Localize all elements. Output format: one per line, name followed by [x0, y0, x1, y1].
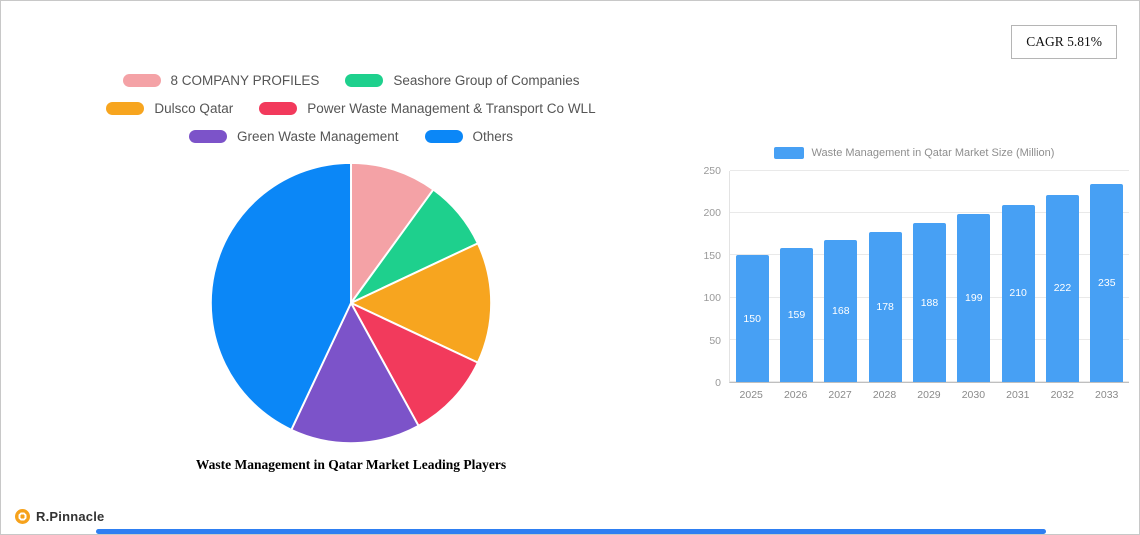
- bar-cell: 188: [907, 171, 951, 382]
- legend-item-company-profiles[interactable]: 8 COMPANY PROFILES: [122, 73, 320, 88]
- pie-legend-row: 8 COMPANY PROFILES Seashore Group of Com…: [122, 73, 579, 88]
- bar-2026[interactable]: 159: [779, 247, 813, 382]
- bar-2033[interactable]: 235: [1090, 183, 1124, 382]
- pie-chart-title: Waste Management in Qatar Market Leading…: [195, 457, 507, 472]
- pie-slice-2[interactable]: [350, 242, 493, 364]
- bar-cell: 210: [996, 171, 1040, 382]
- legend-item-seashore-group[interactable]: Seashore Group of Companies: [345, 73, 579, 88]
- legend-item-green-waste[interactable]: Green Waste Management: [188, 129, 399, 144]
- bar-2029[interactable]: 188: [912, 223, 946, 382]
- bar-cell: 159: [774, 171, 818, 382]
- bar-value-label: 159: [787, 308, 806, 321]
- bar-value-label: 210: [1009, 287, 1027, 300]
- x-tick-label: 2025: [739, 389, 763, 401]
- bar-chart-section: Waste Management in Qatar Market Size (M…: [699, 147, 1129, 401]
- legend-swatch-icon: [259, 102, 298, 115]
- x-tick-label: 2030: [961, 389, 986, 401]
- legend-swatch-icon: [106, 102, 145, 115]
- cagr-badge: CAGR 5.81%: [1011, 25, 1117, 59]
- legend-swatch-icon: [345, 74, 384, 87]
- brand-logo: R.Pinnacle: [15, 509, 104, 524]
- gridline: [730, 212, 1129, 214]
- bar-value-label: 222: [1053, 282, 1072, 295]
- legend-item-others[interactable]: Others: [424, 129, 514, 144]
- bar-cell: 168: [819, 171, 863, 382]
- bar-legend-item[interactable]: Waste Management in Qatar Market Size (M…: [699, 147, 1129, 159]
- bar-plot-wrap: 0 50 100 150 200 250 150 159 168 178 188 199 210 222…: [699, 165, 1129, 389]
- y-tick-label: 0: [715, 377, 721, 389]
- bar-2027[interactable]: 168: [824, 240, 858, 382]
- bar-2028[interactable]: 178: [868, 231, 902, 382]
- gridline: [730, 170, 1129, 171]
- legend-swatch-icon: [188, 130, 227, 143]
- bar-value-label: 178: [876, 300, 894, 313]
- x-tick-label: 2032: [1050, 389, 1074, 401]
- pie-legend-row: Green Waste Management Others: [188, 129, 514, 144]
- legend-label: Others: [472, 129, 514, 144]
- legend-swatch-icon: [122, 74, 161, 87]
- legend-label: 8 COMPANY PROFILES: [170, 73, 320, 88]
- bar-value-label: 168: [832, 305, 850, 318]
- pie-legend: 8 COMPANY PROFILES Seashore Group of Com…: [106, 73, 596, 144]
- bar-2032[interactable]: 222: [1045, 194, 1079, 382]
- x-tick-label: 2028: [872, 389, 897, 401]
- pie-slice-0[interactable]: [350, 161, 435, 304]
- bar-plot-area: 150 159 168 178 188 199 210 222 235: [729, 170, 1129, 383]
- cagr-label: CAGR 5.81%: [1026, 34, 1102, 49]
- pie-chart-section: 8 COMPANY PROFILES Seashore Group of Com…: [56, 73, 646, 473]
- bar-value-label: 188: [920, 296, 939, 309]
- legend-item-dulsco-qatar[interactable]: Dulsco Qatar: [106, 101, 233, 116]
- pie-chart[interactable]: [205, 157, 497, 449]
- pie-slice-3[interactable]: [350, 302, 479, 427]
- x-tick-label: 2033: [1095, 389, 1119, 401]
- pie-slice-4[interactable]: [290, 302, 420, 445]
- bar-cell: 150: [730, 171, 774, 382]
- x-tick-label: 2026: [783, 389, 808, 401]
- legend-label: Waste Management in Qatar Market Size (M…: [811, 147, 1055, 159]
- bar-cell: 222: [1040, 171, 1084, 382]
- bar-series: 150 159 168 178 188 199 210 222 235: [730, 171, 1129, 382]
- y-tick-label: 100: [703, 292, 721, 305]
- x-tick-label: 2027: [828, 389, 852, 401]
- legend-label: Dulsco Qatar: [154, 101, 234, 116]
- bar-value-label: 150: [743, 312, 761, 325]
- x-axis: 2025 2026 2027 2028 2029 2030 2031 2032 2033: [729, 389, 1129, 401]
- legend-swatch-icon: [773, 147, 804, 159]
- pie-slice-5[interactable]: [209, 161, 352, 431]
- brand-name: R.Pinnacle: [36, 509, 105, 524]
- legend-item-power-waste[interactable]: Power Waste Management & Transport Co WL…: [259, 101, 596, 116]
- scrollbar-thumb[interactable]: [96, 529, 1046, 534]
- pie-legend-row: Dulsco Qatar Power Waste Management & Tr…: [106, 101, 596, 116]
- x-tick-label: 2031: [1006, 389, 1030, 401]
- pinnacle-logo-icon: [15, 509, 30, 524]
- y-tick-label: 50: [709, 334, 721, 347]
- bar-2030[interactable]: 199: [957, 214, 991, 382]
- bar-cell: 178: [863, 171, 907, 382]
- legend-swatch-icon: [424, 130, 463, 143]
- bar-value-label: 199: [965, 292, 983, 305]
- legend-label: Green Waste Management: [236, 129, 399, 144]
- legend-label: Power Waste Management & Transport Co WL…: [307, 101, 596, 116]
- bar-2031[interactable]: 210: [1001, 204, 1035, 382]
- y-axis: 0 50 100 150 200 250: [699, 165, 729, 389]
- bar-cell: 199: [952, 171, 996, 382]
- bar-cell: 235: [1085, 171, 1129, 382]
- x-tick-label: 2029: [917, 389, 941, 401]
- y-tick-label: 250: [703, 165, 721, 177]
- y-tick-label: 150: [703, 249, 721, 262]
- bar-2025[interactable]: 150: [735, 255, 769, 382]
- legend-label: Seashore Group of Companies: [393, 73, 580, 88]
- bar-value-label: 235: [1098, 276, 1116, 289]
- y-tick-label: 200: [703, 207, 721, 220]
